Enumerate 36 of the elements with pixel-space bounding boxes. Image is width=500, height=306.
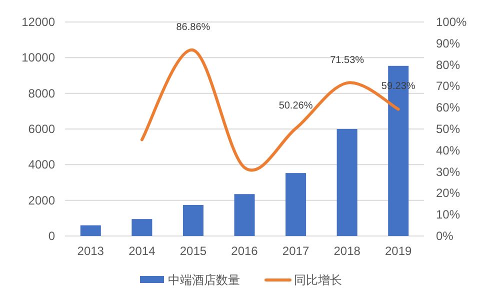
y-tick-label: 2000 xyxy=(28,193,56,208)
y2-tick-label: 50% xyxy=(436,122,460,136)
y-tick-label: 4000 xyxy=(28,158,56,172)
y-tick-label: 0 xyxy=(48,229,56,243)
x-tick-label: 2014 xyxy=(128,244,156,258)
y-tick-label: 12000 xyxy=(22,15,56,29)
bar xyxy=(286,173,306,236)
data-label: 71.53% xyxy=(330,54,364,66)
y2-tick-label: 80% xyxy=(436,58,460,72)
bar xyxy=(234,194,255,236)
y2-tick-label: 60% xyxy=(436,100,460,115)
bar xyxy=(336,129,358,236)
y2-tick-label: 30% xyxy=(436,164,460,179)
legend-label: 中端酒店数量 xyxy=(168,273,240,287)
x-tick-label: 2017 xyxy=(282,244,310,258)
x-tick-label: 2018 xyxy=(334,244,361,258)
bar xyxy=(80,225,101,236)
x-tick-label: 2016 xyxy=(231,244,258,258)
y2-tick-label: 10% xyxy=(436,208,460,222)
y2-tick-label: 20% xyxy=(436,186,460,200)
bar xyxy=(132,219,152,236)
data-label: 86.86% xyxy=(176,22,210,34)
y2-tick-label: 90% xyxy=(436,36,460,50)
y2-tick-label: 70% xyxy=(436,79,460,94)
y-tick-label: 8000 xyxy=(28,86,56,100)
legend-label: 同比增长 xyxy=(294,273,342,287)
data-label: 50.26% xyxy=(278,100,313,112)
x-tick-label: 2013 xyxy=(77,244,104,258)
x-tick-label: 2015 xyxy=(180,244,207,258)
y2-tick-label: 0% xyxy=(436,229,454,243)
y2-tick-label: 100% xyxy=(436,15,468,29)
x-tick-label: 2019 xyxy=(385,244,412,258)
bar xyxy=(182,204,204,236)
y2-tick-label: 40% xyxy=(436,143,460,158)
y-tick-label: 6000 xyxy=(28,122,56,136)
y-tick-label: 10000 xyxy=(22,50,56,65)
